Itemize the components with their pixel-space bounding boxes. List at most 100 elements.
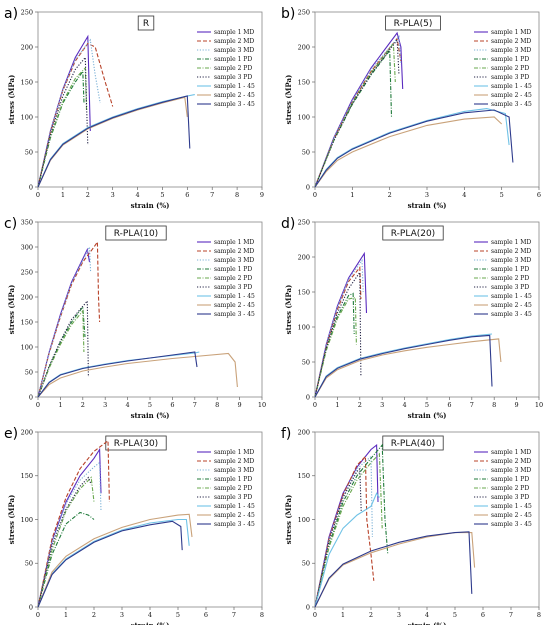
series-line-sample-3-md (314, 35, 402, 188)
x-tick-label: 1 (64, 611, 68, 619)
legend-label: sample 1 - 45 (214, 83, 255, 90)
y-tick-label: 0 (29, 393, 33, 401)
x-tick-label: 6 (170, 401, 174, 409)
legend-label: sample 2 - 45 (214, 512, 255, 519)
x-tick-label: 4 (403, 401, 407, 409)
x-tick-label: 8 (492, 401, 496, 409)
legend-label: sample 2 - 45 (491, 92, 532, 99)
x-tick-label: 3 (425, 191, 429, 199)
legend-label: sample 2 MD (214, 38, 254, 45)
legend-label: sample 3 PD (491, 74, 529, 81)
legend-label: sample 1 - 45 (214, 503, 255, 510)
chart-title: R-PLA(20) (391, 229, 435, 239)
series-line-sample-1-pd (37, 69, 85, 188)
legend-label: sample 2 PD (214, 485, 252, 492)
y-tick-label: 200 (298, 253, 310, 261)
series-line-sample-1-md (37, 34, 91, 188)
y-axis-label: stress (MPa) (284, 285, 293, 335)
legend-label: sample 1 PD (214, 266, 252, 273)
series-line-sample-1-md (314, 31, 404, 188)
series-line-sample-2-pd (37, 476, 95, 608)
x-tick-label: 0 (313, 611, 317, 619)
panel-letter: c) (4, 216, 17, 232)
x-tick-label: 2 (369, 611, 373, 619)
series-line-sample-3-pd (37, 56, 89, 188)
y-tick-label: 0 (29, 603, 33, 611)
series-line-sample-3-pd (37, 299, 89, 398)
series-line-sample-2-45 (314, 532, 476, 608)
y-tick-label: 50 (25, 560, 33, 568)
y-tick-label: 50 (302, 358, 310, 366)
y-tick-label: 250 (298, 8, 310, 16)
x-tick-label: 3 (111, 191, 115, 199)
series-line-sample-2-45 (314, 338, 502, 398)
legend-label: sample 1 - 45 (214, 293, 255, 300)
legend-label: sample 1 MD (491, 449, 531, 456)
x-tick-label: 3 (103, 401, 107, 409)
y-tick-label: 0 (306, 183, 310, 191)
series-line-sample-2-45 (314, 116, 503, 188)
legend-label: sample 3 MD (491, 467, 531, 474)
legend-label: sample 3 MD (214, 47, 254, 54)
y-tick-label: 150 (298, 288, 310, 296)
chart-panel-6: f) 0 1 2 3 4 5 6 7 8 0 50 100 150 200 strain (%) stress … (281, 426, 541, 625)
y-tick-label: 200 (298, 43, 310, 51)
series-line-sample-3-45 (314, 109, 514, 188)
x-tick-label: 6 (204, 611, 208, 619)
x-axis-label: strain (%) (131, 201, 170, 210)
series-line-sample-3-md (314, 258, 364, 398)
x-tick-label: 7 (470, 401, 474, 409)
legend-label: sample 2 MD (491, 458, 531, 465)
x-tick-label: 8 (235, 191, 239, 199)
series-line-sample-2-45 (37, 513, 193, 608)
x-tick-label: 5 (500, 191, 504, 199)
panel-letter: a) (4, 6, 18, 22)
x-tick-label: 7 (232, 611, 236, 619)
x-tick-label: 8 (215, 401, 219, 409)
legend-label: sample 1 - 45 (491, 83, 532, 90)
legend-label: sample 1 MD (214, 239, 254, 246)
x-tick-label: 2 (92, 611, 96, 619)
y-tick-label: 100 (21, 343, 33, 351)
x-tick-label: 2 (81, 401, 85, 409)
x-tick-label: 3 (397, 611, 401, 619)
legend-label: sample 3 PD (214, 494, 252, 501)
x-tick-label: 1 (341, 611, 345, 619)
legend-label: sample 3 PD (491, 284, 529, 291)
x-tick-label: 6 (537, 191, 541, 199)
y-tick-label: 200 (298, 428, 310, 436)
chart-title-box (137, 15, 155, 31)
legend-label: sample 3 - 45 (214, 101, 255, 108)
legend-label: sample 2 - 45 (214, 92, 255, 99)
x-tick-label: 4 (135, 191, 139, 199)
legend-label: sample 2 MD (491, 38, 531, 45)
y-tick-label: 150 (21, 78, 33, 86)
y-tick-label: 250 (298, 218, 310, 226)
chart-title: R (143, 19, 149, 29)
y-tick-label: 50 (302, 148, 310, 156)
x-tick-label: 5 (425, 401, 429, 409)
y-tick-label: 150 (298, 78, 310, 86)
x-tick-label: 2 (358, 401, 362, 409)
y-tick-label: 150 (21, 318, 33, 326)
y-tick-label: 200 (21, 428, 33, 436)
legend-label: sample 3 - 45 (491, 311, 532, 318)
series-line-sample-3-45 (314, 334, 493, 398)
y-tick-label: 200 (21, 293, 33, 301)
panel-letter: f) (281, 426, 291, 442)
x-tick-label: 3 (380, 401, 384, 409)
x-tick-label: 5 (160, 191, 164, 199)
series-line-sample-1-pd (314, 443, 389, 608)
x-axis-label: strain (%) (408, 411, 447, 420)
x-tick-label: 6 (447, 401, 451, 409)
legend-label: sample 1 - 45 (491, 503, 532, 510)
legend-label: sample 1 PD (491, 476, 529, 483)
x-tick-label: 0 (36, 401, 40, 409)
y-tick-label: 100 (298, 113, 310, 121)
legend-label: sample 1 MD (214, 29, 254, 36)
legend-label: sample 2 PD (491, 65, 529, 72)
panel-letter: e) (4, 426, 18, 442)
series-line-sample-2-pd (37, 309, 85, 398)
y-tick-label: 250 (21, 268, 33, 276)
legend-label: sample 3 MD (491, 47, 531, 54)
